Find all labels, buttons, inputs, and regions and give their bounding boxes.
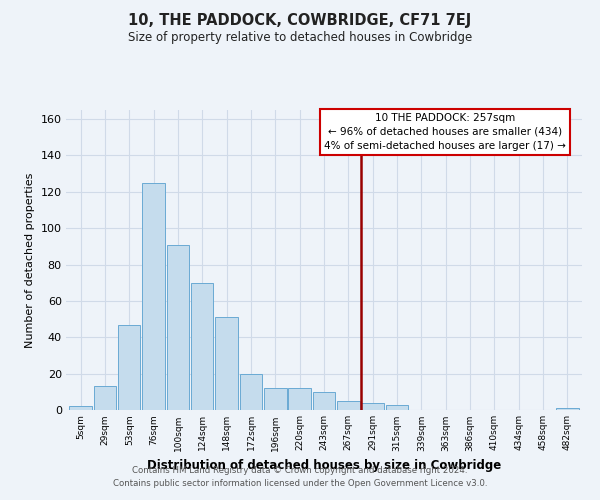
X-axis label: Distribution of detached houses by size in Cowbridge: Distribution of detached houses by size … xyxy=(147,459,501,472)
Text: 10, THE PADDOCK, COWBRIDGE, CF71 7EJ: 10, THE PADDOCK, COWBRIDGE, CF71 7EJ xyxy=(128,12,472,28)
Bar xyxy=(313,392,335,410)
Bar xyxy=(264,388,287,410)
Bar xyxy=(191,282,214,410)
Y-axis label: Number of detached properties: Number of detached properties xyxy=(25,172,35,348)
Bar xyxy=(556,408,578,410)
Text: Size of property relative to detached houses in Cowbridge: Size of property relative to detached ho… xyxy=(128,32,472,44)
Text: 10 THE PADDOCK: 257sqm
← 96% of detached houses are smaller (434)
4% of semi-det: 10 THE PADDOCK: 257sqm ← 96% of detached… xyxy=(325,113,566,151)
Text: Contains HM Land Registry data © Crown copyright and database right 2024.
Contai: Contains HM Land Registry data © Crown c… xyxy=(113,466,487,487)
Bar xyxy=(94,386,116,410)
Bar xyxy=(337,401,359,410)
Bar xyxy=(70,406,92,410)
Bar xyxy=(142,182,165,410)
Bar xyxy=(215,318,238,410)
Bar xyxy=(240,374,262,410)
Bar xyxy=(289,388,311,410)
Bar xyxy=(118,324,140,410)
Bar xyxy=(386,404,408,410)
Bar xyxy=(361,402,384,410)
Bar xyxy=(167,244,189,410)
